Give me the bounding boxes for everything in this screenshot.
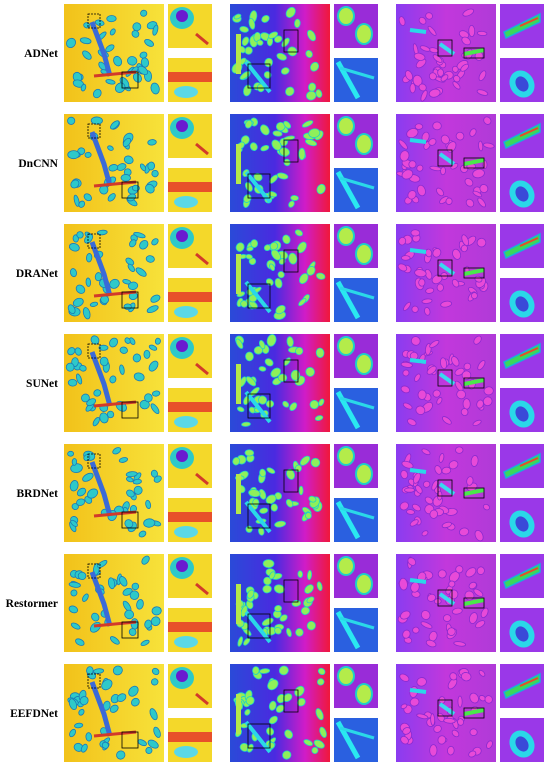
method-label: DRANet [15,268,58,280]
jet_blue-zoom-a [334,334,378,378]
magenta-zoom-b [500,388,544,432]
jet_blue-heatmap-main [230,224,330,322]
magenta-heatmap-main [396,664,496,762]
jet_blue-heatmap-main [230,554,330,652]
magenta-zoom-a [500,664,544,708]
magenta-heatmap-main [396,554,496,652]
magenta-zoom-a [500,114,544,158]
jet_yellow-heatmap-main [64,114,164,212]
jet_blue-zoom-b [334,168,378,212]
method-label: DnCNN [18,158,58,170]
jet_yellow-heatmap-main [64,224,164,322]
jet_blue-zoom-a [334,114,378,158]
jet_blue-zoom-b [334,718,378,762]
magenta-zoom-a [500,4,544,48]
jet_blue-zoom-b [334,278,378,322]
jet_blue-heatmap-main [230,4,330,102]
jet_yellow-zoom-a [168,4,212,48]
jet_yellow-zoom-b [168,388,212,432]
method-label: ADNet [24,48,58,60]
magenta-zoom-a [500,444,544,488]
jet_blue-zoom-a [334,444,378,488]
method-label: BRDNet [16,488,58,500]
jet_blue-zoom-b [334,498,378,542]
jet_blue-zoom-a [334,224,378,268]
jet_yellow-heatmap-main [64,444,164,542]
magenta-zoom-a [500,334,544,378]
jet_blue-zoom-b [334,388,378,432]
jet_blue-heatmap-main [230,664,330,762]
magenta-heatmap-main [396,4,496,102]
jet_blue-zoom-b [334,608,378,652]
jet_yellow-zoom-a [168,224,212,268]
jet_yellow-zoom-a [168,554,212,598]
magenta-heatmap-main [396,444,496,542]
magenta-zoom-b [500,278,544,322]
jet_yellow-zoom-a [168,114,212,158]
jet_yellow-heatmap-main [64,554,164,652]
magenta-heatmap-main [396,114,496,212]
magenta-zoom-a [500,554,544,598]
magenta-zoom-b [500,168,544,212]
jet_yellow-zoom-a [168,334,212,378]
jet_blue-zoom-a [334,664,378,708]
method-label: EEFDNet [10,708,58,720]
magenta-heatmap-main [396,334,496,432]
jet_yellow-zoom-a [168,664,212,708]
jet_yellow-zoom-b [168,718,212,762]
jet_blue-heatmap-main [230,444,330,542]
jet_blue-heatmap-main [230,114,330,212]
jet_yellow-heatmap-main [64,334,164,432]
magenta-zoom-b [500,58,544,102]
jet_blue-zoom-b [334,58,378,102]
jet_yellow-zoom-b [168,278,212,322]
jet_blue-zoom-a [334,4,378,48]
jet_yellow-heatmap-main [64,4,164,102]
method-label: SUNet [26,378,58,390]
jet_yellow-zoom-b [168,498,212,542]
jet_blue-zoom-a [334,554,378,598]
jet_yellow-zoom-a [168,444,212,488]
jet_yellow-zoom-b [168,168,212,212]
magenta-heatmap-main [396,224,496,322]
jet_yellow-heatmap-main [64,664,164,762]
jet_yellow-zoom-b [168,608,212,652]
jet_yellow-zoom-b [168,58,212,102]
magenta-zoom-b [500,608,544,652]
magenta-zoom-b [500,718,544,762]
jet_blue-heatmap-main [230,334,330,432]
method-label: Restormer [5,598,58,610]
magenta-zoom-a [500,224,544,268]
magenta-zoom-b [500,498,544,542]
